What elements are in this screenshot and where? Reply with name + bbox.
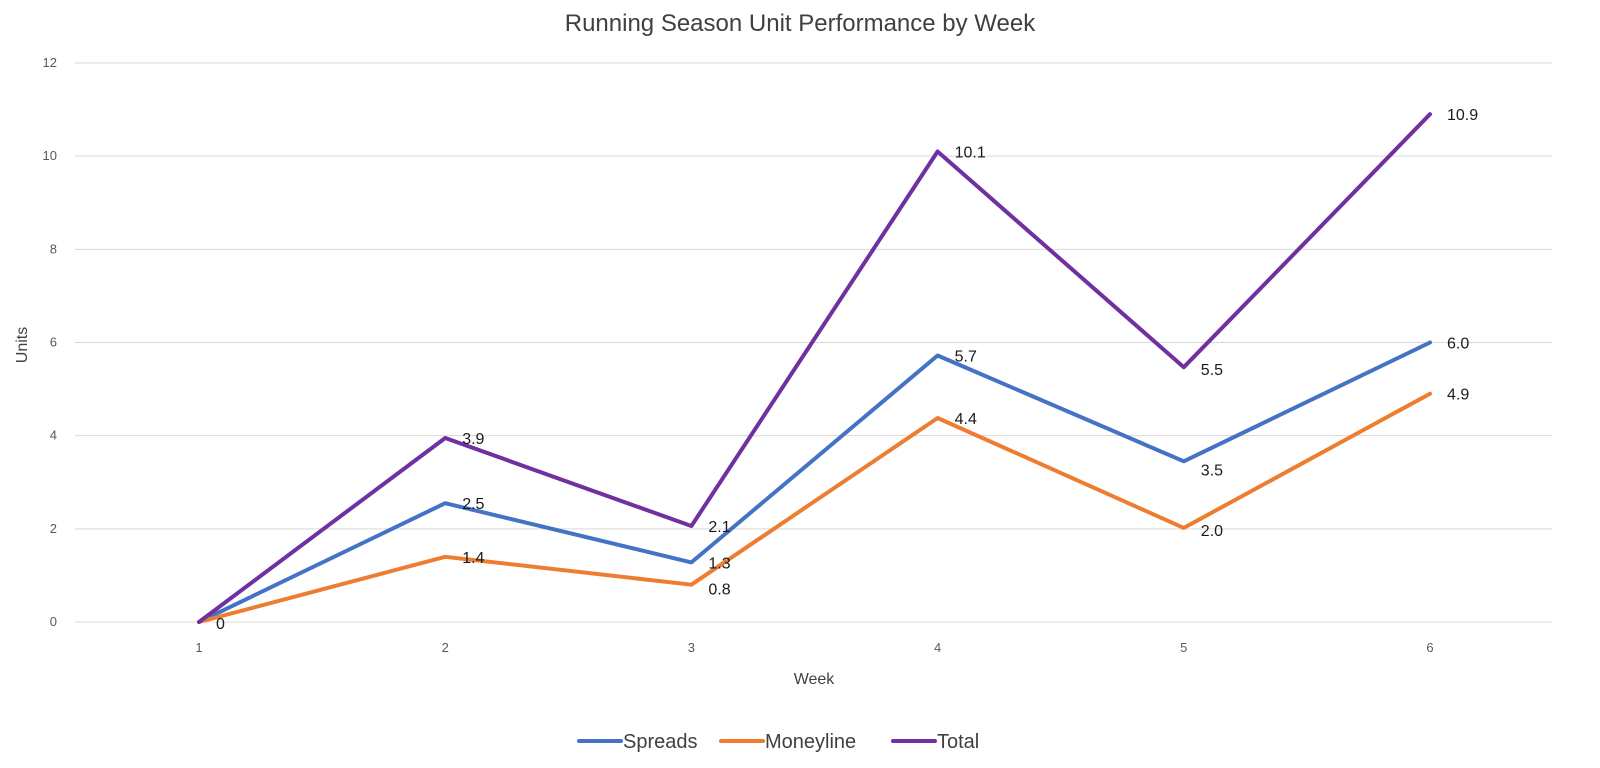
legend-label: Total	[937, 731, 979, 753]
data-label-spreads: 1.3	[708, 555, 730, 572]
series-line-spreads	[197, 340, 1432, 624]
data-label-total: 2.1	[708, 519, 730, 536]
y-tick-label: 6	[50, 335, 57, 350]
data-label-total: 5.5	[1201, 362, 1223, 379]
x-axis-title: Week	[794, 671, 836, 688]
data-label-moneyline: 4.4	[955, 411, 977, 428]
chart-title: Running Season Unit Performance by Week	[565, 10, 1036, 37]
data-label-total: 10.9	[1447, 107, 1478, 124]
series-line-moneyline	[197, 391, 1432, 624]
legend-label: Spreads	[623, 731, 698, 753]
y-axis-title: Units	[14, 327, 31, 363]
data-label-moneyline: 0.8	[708, 582, 730, 599]
y-tick-label: 8	[50, 241, 57, 256]
y-tick-label: 0	[50, 614, 57, 629]
y-tick-label: 2	[50, 521, 57, 536]
x-tick-label: 2	[442, 640, 449, 655]
legend: Spreads Moneyline Total	[577, 731, 979, 753]
data-label-spreads: 2.5	[462, 496, 484, 513]
legend-item-spreads: Spreads	[577, 731, 698, 753]
data-label-total: 3.9	[462, 431, 484, 448]
legend-item-total: Total	[891, 731, 979, 753]
series-line-total	[197, 112, 1432, 624]
legend-label: Moneyline	[765, 731, 856, 753]
y-tick-label: 4	[50, 428, 57, 443]
x-tick-label: 3	[688, 640, 695, 655]
x-tick-label: 5	[1180, 640, 1187, 655]
x-tick-label: 4	[934, 640, 941, 655]
data-label-spreads: 5.7	[955, 349, 977, 366]
x-tick-label: 6	[1426, 640, 1433, 655]
data-label-moneyline: 2.0	[1201, 523, 1223, 540]
data-label-spreads: 3.5	[1201, 462, 1223, 479]
series-lines	[197, 112, 1432, 624]
y-tick-label: 12	[43, 55, 57, 70]
data-label-spreads: 6.0	[1447, 336, 1469, 353]
data-label-moneyline: 1.4	[462, 550, 484, 567]
data-label-moneyline: 0	[216, 616, 225, 633]
y-tick-label: 10	[43, 148, 57, 163]
data-label-total: 10.1	[955, 145, 986, 162]
data-label-moneyline: 4.9	[1447, 387, 1469, 404]
legend-item-moneyline: Moneyline	[719, 731, 856, 753]
data-labels: 2.5 1.3 5.7 3.5 6.0 0 1.4 0.8 4.4 2.0 4.9 3.9 2.1 10.…	[216, 107, 1478, 633]
x-tick-label: 1	[195, 640, 202, 655]
